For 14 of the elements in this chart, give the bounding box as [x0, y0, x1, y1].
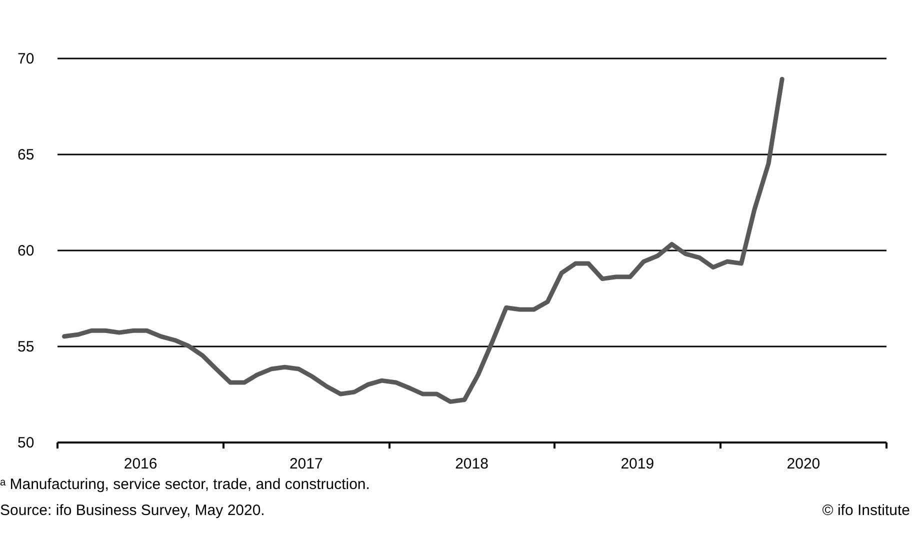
- line-series: [62, 76, 784, 404]
- y-tick-label: 50: [18, 434, 34, 452]
- y-tick-label: 65: [18, 146, 34, 164]
- text: © ifo Institute: [822, 502, 910, 519]
- text: ᵃ Manufacturing, service sector, trade, and construction.: [0, 476, 370, 493]
- y-tick-label: 55: [18, 338, 34, 356]
- x-tick-label: 2020: [786, 456, 820, 472]
- x-tick-label: 2016: [124, 456, 158, 472]
- source-note: Source: ifo Business Survey, May 2020.: [0, 502, 265, 519]
- x-tick-label: 2017: [289, 456, 323, 472]
- x-tick-label: 2018: [455, 456, 488, 472]
- y-tick-label: 70: [18, 50, 34, 68]
- y-tick-label: 60: [18, 242, 34, 260]
- x-tick-label: 2019: [620, 456, 654, 472]
